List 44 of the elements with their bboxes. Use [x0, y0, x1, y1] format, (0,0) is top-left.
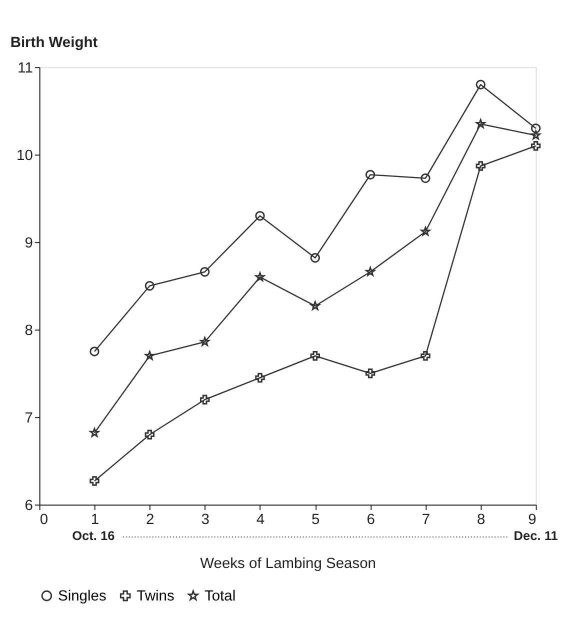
legend-label: Twins: [136, 588, 174, 605]
point: [530, 124, 541, 134]
point: [420, 351, 430, 361]
y-tick-label: 7: [24, 410, 33, 427]
y-tick-label: 10: [16, 148, 33, 164]
point: [255, 272, 265, 282]
legend-label: Singles: [58, 588, 106, 605]
y-axis-title: Birth Weight: [10, 34, 98, 51]
x-tick-label: 6: [366, 512, 375, 528]
y-tick-label: 8: [24, 323, 33, 340]
point: [144, 430, 155, 440]
x-tick-label: 5: [312, 512, 320, 528]
x-tick-label: 8: [477, 512, 486, 528]
point: [90, 428, 100, 437]
point: [476, 161, 486, 171]
x-tick-label: 3: [201, 512, 210, 528]
x-tick-label: 4: [256, 512, 265, 528]
text: Oct. 16: [72, 528, 115, 544]
x-tick-label: 0: [40, 512, 48, 528]
point: [255, 372, 265, 383]
point: [90, 476, 100, 486]
point: [476, 80, 486, 90]
legend-label: Total: [204, 588, 236, 605]
x-tick-label: 1: [90, 512, 100, 528]
point: [420, 173, 430, 184]
text: Dec. 11: [514, 528, 558, 544]
point: [90, 346, 100, 356]
point: [310, 351, 320, 361]
x-axis-title: Weeks of Lambing Season: [200, 556, 376, 572]
point: [420, 226, 430, 236]
point: [144, 281, 155, 291]
x-tick-label: 2: [146, 512, 154, 528]
point: [530, 141, 541, 151]
point: [255, 211, 265, 221]
y-tick-label: 6: [24, 498, 33, 514]
point: [310, 253, 320, 263]
x-tick-label: 7: [422, 512, 430, 528]
x-tick-label: 9: [528, 512, 536, 528]
point: [200, 394, 210, 404]
point: [365, 170, 376, 180]
point: [365, 368, 376, 378]
y-tick-label: 9: [24, 236, 33, 252]
point: [200, 267, 210, 277]
y-tick-label: 11: [18, 60, 33, 77]
